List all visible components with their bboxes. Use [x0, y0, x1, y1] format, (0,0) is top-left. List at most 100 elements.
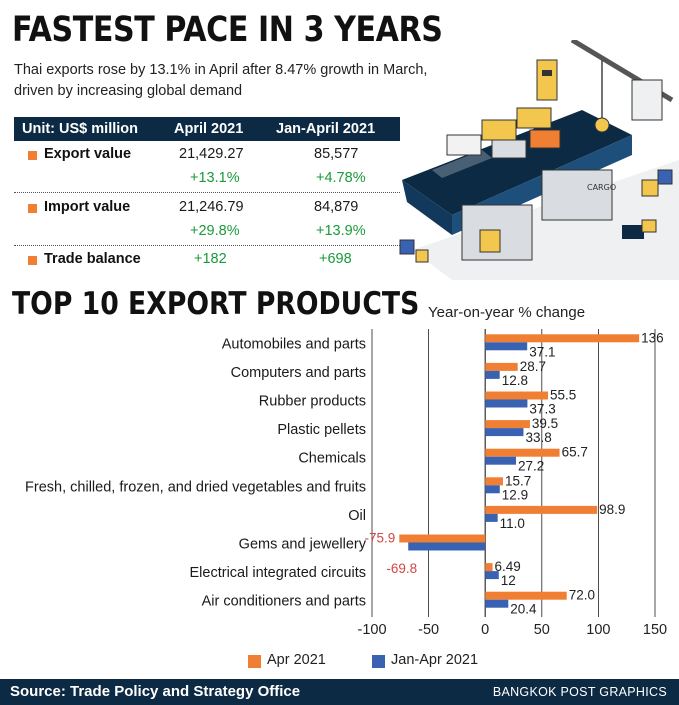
bullet-icon [28, 151, 37, 160]
bar-jan-apr-2021 [485, 599, 509, 608]
data-label: 72.0 [569, 588, 595, 603]
category-label: Electrical integrated circuits [190, 565, 367, 581]
table-row-import: Import value 21,246.79 84,879 [14, 195, 400, 221]
data-label: 12.8 [502, 373, 528, 388]
bar-jan-apr-2021 [485, 513, 498, 522]
yoy-note: Year-on-year % change [428, 304, 586, 321]
category-label: Computers and parts [231, 365, 366, 381]
bar-jan-apr-2021 [485, 571, 499, 580]
export-april-value: 21,429.27 [179, 146, 244, 162]
category-label: Fresh, chilled, frozen, and dried vegeta… [25, 479, 366, 495]
bars [399, 334, 640, 608]
data-label: 65.7 [562, 445, 588, 460]
balance-janapr-value: +698 [319, 251, 352, 267]
bar-jan-apr-2021 [485, 342, 528, 351]
data-label: 11.0 [500, 516, 525, 531]
data-label: 20.4 [510, 602, 537, 617]
x-tick-label: 0 [481, 622, 489, 638]
headline: FASTEST PACE IN 3 YEARS [12, 10, 443, 50]
bar-jan-apr-2021 [408, 542, 486, 551]
category-label: Automobiles and parts [222, 336, 366, 352]
category-label: Oil [348, 508, 366, 524]
table-row-export-growth: +13.1% +4.78% [14, 166, 400, 192]
import-janapr-value: 84,879 [314, 199, 359, 215]
cargo-label: CARGO [587, 183, 616, 192]
bar-apr-2021 [485, 334, 640, 343]
data-label: 37.1 [529, 344, 555, 359]
grid: -100 -50 0 50 100 150 [357, 329, 667, 638]
data-label: 6.49 [495, 559, 521, 574]
x-tick-label: 50 [534, 622, 550, 638]
section-title: TOP 10 EXPORT PRODUCTS [12, 286, 420, 322]
bar-jan-apr-2021 [485, 399, 528, 408]
bullet-icon [28, 204, 37, 213]
data-label: -75.9 [364, 531, 395, 546]
subtitle: Thai exports rose by 13.1% in April afte… [14, 62, 428, 99]
import-janapr-growth: +13.9% [316, 223, 366, 239]
row-label: Import value [44, 199, 131, 215]
bar-apr-2021 [485, 563, 493, 572]
source-text: Source: Trade Policy and Strategy Office [10, 683, 301, 700]
unit-label: Unit: US$ million [22, 121, 138, 137]
data-label: 28.7 [520, 359, 546, 374]
data-label: 12.9 [502, 487, 528, 502]
category-label: Gems and jewellery [239, 537, 367, 553]
col-april-2021: April 2021 [174, 121, 244, 137]
row-label: Export value [44, 146, 132, 162]
labels: Automobiles and parts 136 37.1 Computers an… [25, 330, 664, 616]
import-april-value: 21,246.79 [179, 199, 244, 215]
table-row-export: Export value 21,429.27 85,577 [14, 142, 400, 168]
legend-swatch-apr [248, 655, 261, 668]
export-janapr-growth: +4.78% [316, 170, 366, 186]
x-tick-label: -100 [357, 622, 386, 638]
bullet-icon [28, 256, 37, 265]
data-label: 15.7 [505, 473, 531, 488]
bar-chart: -100 -50 0 50 100 150 Automobiles and parts 13… [25, 329, 667, 638]
data-label: 136 [641, 330, 664, 345]
data-label: 33.8 [525, 430, 551, 445]
balance-april-value: +182 [194, 251, 227, 267]
bar-apr-2021 [485, 477, 503, 486]
category-label: Rubber products [259, 394, 366, 410]
category-label: Chemicals [298, 451, 366, 467]
data-label: 98.9 [599, 502, 625, 517]
bar-apr-2021 [485, 391, 549, 400]
bar-apr-2021 [485, 448, 560, 457]
bar-apr-2021 [399, 534, 486, 543]
x-tick-label: 100 [586, 622, 610, 638]
bar-apr-2021 [485, 420, 530, 429]
table-row-trade-balance: Trade balance +182 +698 [14, 247, 400, 273]
data-label: 39.5 [532, 416, 558, 431]
export-janapr-value: 85,577 [314, 146, 359, 162]
bar-jan-apr-2021 [485, 456, 516, 465]
row-label: Trade balance [44, 251, 141, 267]
table-row-import-growth: +29.8% +13.9% [14, 219, 400, 245]
legend-swatch-janapr [372, 655, 385, 668]
legend-apr-2021: Apr 2021 [267, 652, 326, 668]
data-label: 37.3 [529, 402, 555, 417]
bar-jan-apr-2021 [485, 428, 524, 437]
bar-jan-apr-2021 [485, 485, 500, 494]
category-label: Air conditioners and parts [202, 594, 366, 610]
bar-jan-apr-2021 [485, 370, 500, 379]
bar-apr-2021 [485, 591, 567, 600]
table-header: Unit: US$ million April 2021 Jan-April 2… [14, 117, 400, 141]
x-tick-label: -50 [418, 622, 439, 638]
data-label: -69.8 [386, 561, 417, 576]
bar-apr-2021 [485, 362, 518, 371]
bar-apr-2021 [485, 505, 598, 514]
cargo-ship-illustration: CARGO [399, 40, 679, 280]
category-label: Plastic pellets [277, 422, 366, 438]
data-label: 55.5 [550, 388, 576, 403]
x-tick-label: 150 [643, 622, 667, 638]
divider [14, 192, 400, 193]
credit-text: BANGKOK POST GRAPHICS [492, 685, 667, 699]
export-april-growth: +13.1% [190, 170, 240, 186]
footer: Source: Trade Policy and Strategy Office… [0, 679, 679, 705]
data-label: 12 [501, 573, 516, 588]
import-april-growth: +29.8% [190, 223, 240, 239]
data-label: 27.2 [518, 459, 544, 474]
divider [14, 245, 400, 246]
legend-jan-apr-2021: Jan-Apr 2021 [391, 652, 479, 668]
col-jan-april-2021: Jan-April 2021 [276, 121, 376, 137]
